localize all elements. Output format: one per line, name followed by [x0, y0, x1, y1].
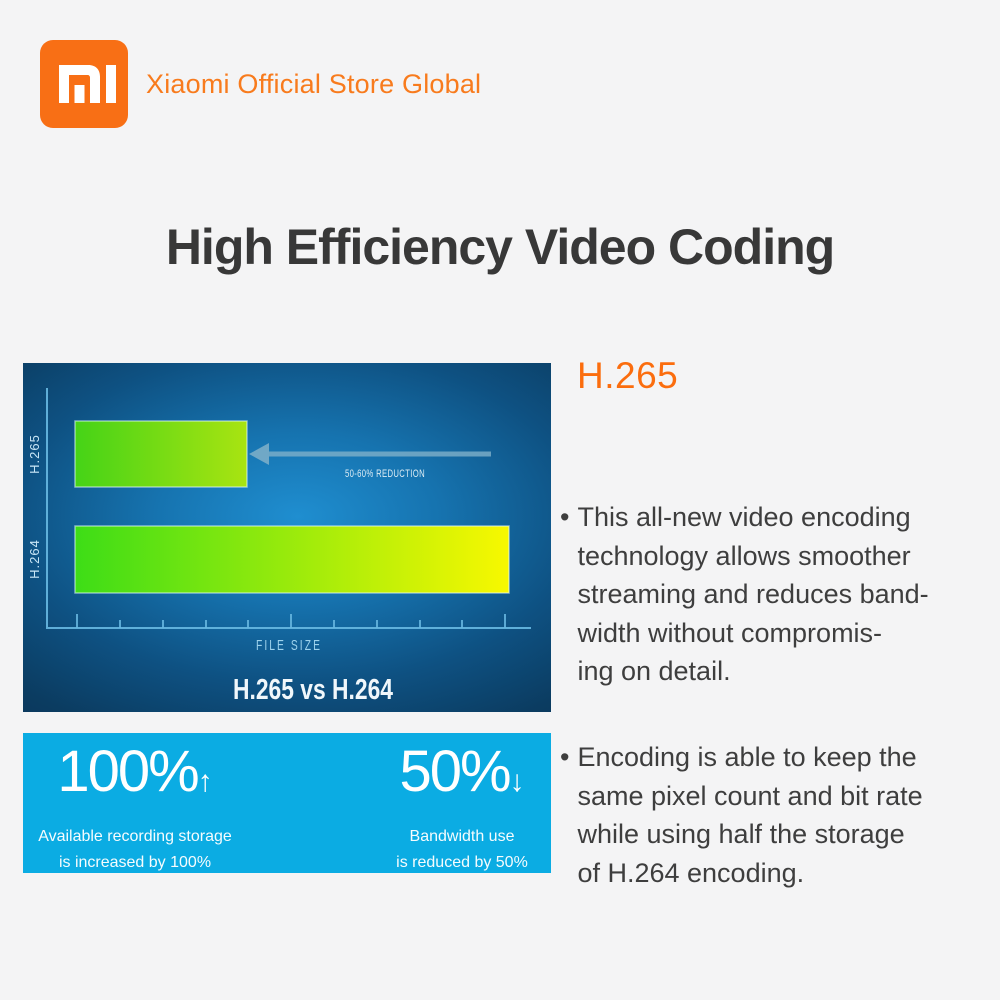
store-name: Xiaomi Official Store Global [146, 68, 482, 99]
axis-lines [46, 388, 531, 629]
bullet-dot: • [560, 742, 570, 772]
bullet-text: This all-new video encoding technology a… [577, 502, 929, 686]
storage-percent: 100% [57, 739, 199, 804]
h264-bar [74, 525, 510, 594]
storage-caption: Available recording storage is increased… [27, 824, 243, 876]
down-arrow-icon: ↓ [509, 765, 525, 798]
chart-caption: H.265 vs H.264 [233, 674, 393, 706]
section-heading-h265: H.265 [577, 355, 679, 396]
logo-background [40, 40, 128, 128]
stats-banner: 100%↑ Available recording storage is inc… [23, 733, 551, 873]
h265-bar [74, 420, 248, 488]
logo-i-bar [106, 65, 116, 103]
bandwidth-stat: 50%↓ Bandwidth use is reduced by 50% [383, 743, 541, 872]
logo-m-stick [74, 85, 85, 103]
bullet-item-storage-efficiency: • Encoding is able to keep the same pixe… [560, 738, 992, 892]
y-label-h264: H.264 [27, 539, 42, 579]
x-axis-label: FILE SIZE [256, 637, 322, 654]
storage-caption-line1: Available recording storage [38, 828, 232, 845]
bullet-dot: • [560, 502, 570, 532]
storage-caption-line2: is increased by 100% [58, 854, 212, 871]
logo-m-shape [59, 65, 100, 103]
bullet-item-encoding-technology: • This all-new video encoding technology… [560, 498, 992, 691]
bullet-text: Encoding is able to keep the same pixel … [577, 742, 923, 888]
up-arrow-icon: ↑ [197, 765, 213, 798]
mi-logo-svg [40, 40, 128, 128]
storage-stat: 100%↑ Available recording storage is inc… [27, 743, 243, 872]
brand-header: Xiaomi Official Store Global [40, 40, 481, 128]
bandwidth-caption: Bandwidth use is reduced by 50% [383, 824, 541, 876]
reduction-arrow-head-icon [249, 443, 269, 465]
x-axis-ticks [76, 614, 506, 628]
chart-svg: 50-60% REDUCTION H.265 H.264 FILE SIZE H… [27, 388, 531, 706]
page-title: High Efficiency Video Coding [165, 219, 835, 275]
y-label-h265: H.265 [27, 434, 42, 474]
bandwidth-caption-line1: Bandwidth use [409, 828, 515, 845]
xiaomi-mi-logo-icon [40, 40, 128, 128]
bandwidth-caption-line2: is reduced by 50% [396, 854, 528, 871]
bandwidth-percent: 50% [399, 739, 511, 804]
bandwidth-value: 50%↓ [383, 743, 541, 811]
storage-value: 100%↑ [27, 743, 243, 811]
reduction-label: 50-60% REDUCTION [345, 468, 425, 480]
file-size-comparison-chart: 50-60% REDUCTION H.265 H.264 FILE SIZE H… [23, 363, 551, 712]
